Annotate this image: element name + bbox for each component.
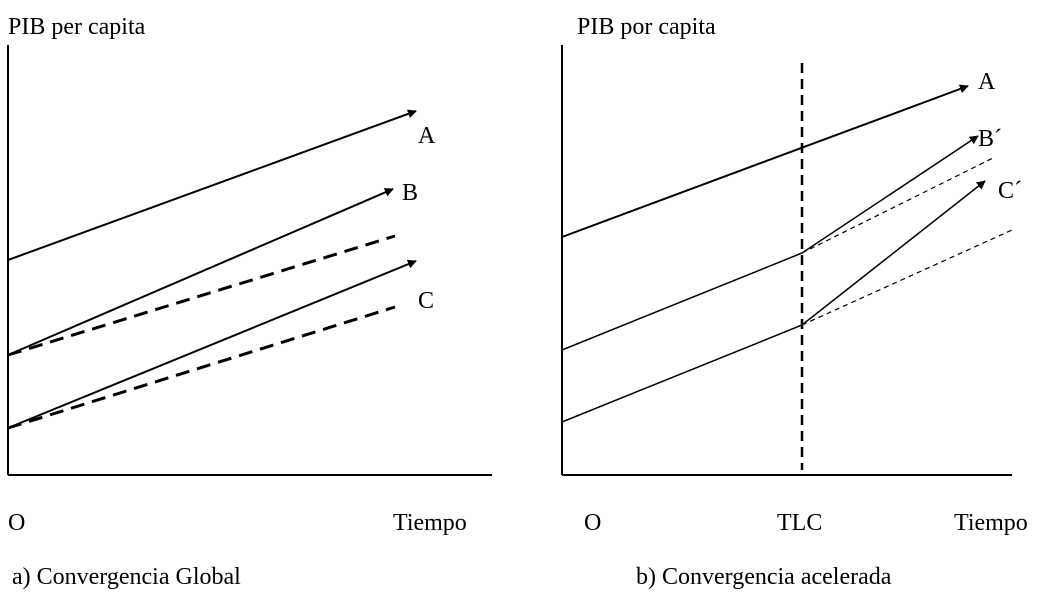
- line-label: C´: [998, 178, 1022, 204]
- trend-c: [7, 305, 396, 430]
- line-label: A: [978, 69, 996, 95]
- origin-label: O: [8, 510, 25, 536]
- x-axis-label: Tiempo: [954, 510, 1028, 536]
- left-panel: PIB per capita A B C O Tiempo a) Converg…: [7, 14, 492, 590]
- line-label: C: [418, 288, 434, 314]
- line-c: [7, 259, 417, 429]
- event-label: TLC: [777, 510, 822, 536]
- trend-c: [801, 229, 1013, 326]
- line-label: A: [418, 123, 436, 149]
- line-c: [561, 180, 986, 423]
- origin-label: O: [584, 510, 601, 536]
- line-a: [561, 84, 969, 238]
- trend-b: [7, 234, 396, 357]
- line-b: [7, 188, 394, 356]
- line-label: B´: [978, 126, 1002, 152]
- y-axis-label: PIB per capita: [8, 14, 146, 40]
- right-panel: PIB por capita A B´ C´ O TLC Tiempo b) C…: [561, 14, 1028, 590]
- x-axis-label: Tiempo: [393, 510, 467, 536]
- caption: b) Convergencia acelerada: [636, 564, 892, 590]
- line-label: B: [402, 180, 418, 206]
- caption: a) Convergencia Global: [12, 564, 241, 590]
- trend-b: [801, 156, 996, 254]
- line-b: [561, 135, 979, 351]
- y-axis-label: PIB por capita: [577, 14, 716, 40]
- line-a: [7, 109, 417, 261]
